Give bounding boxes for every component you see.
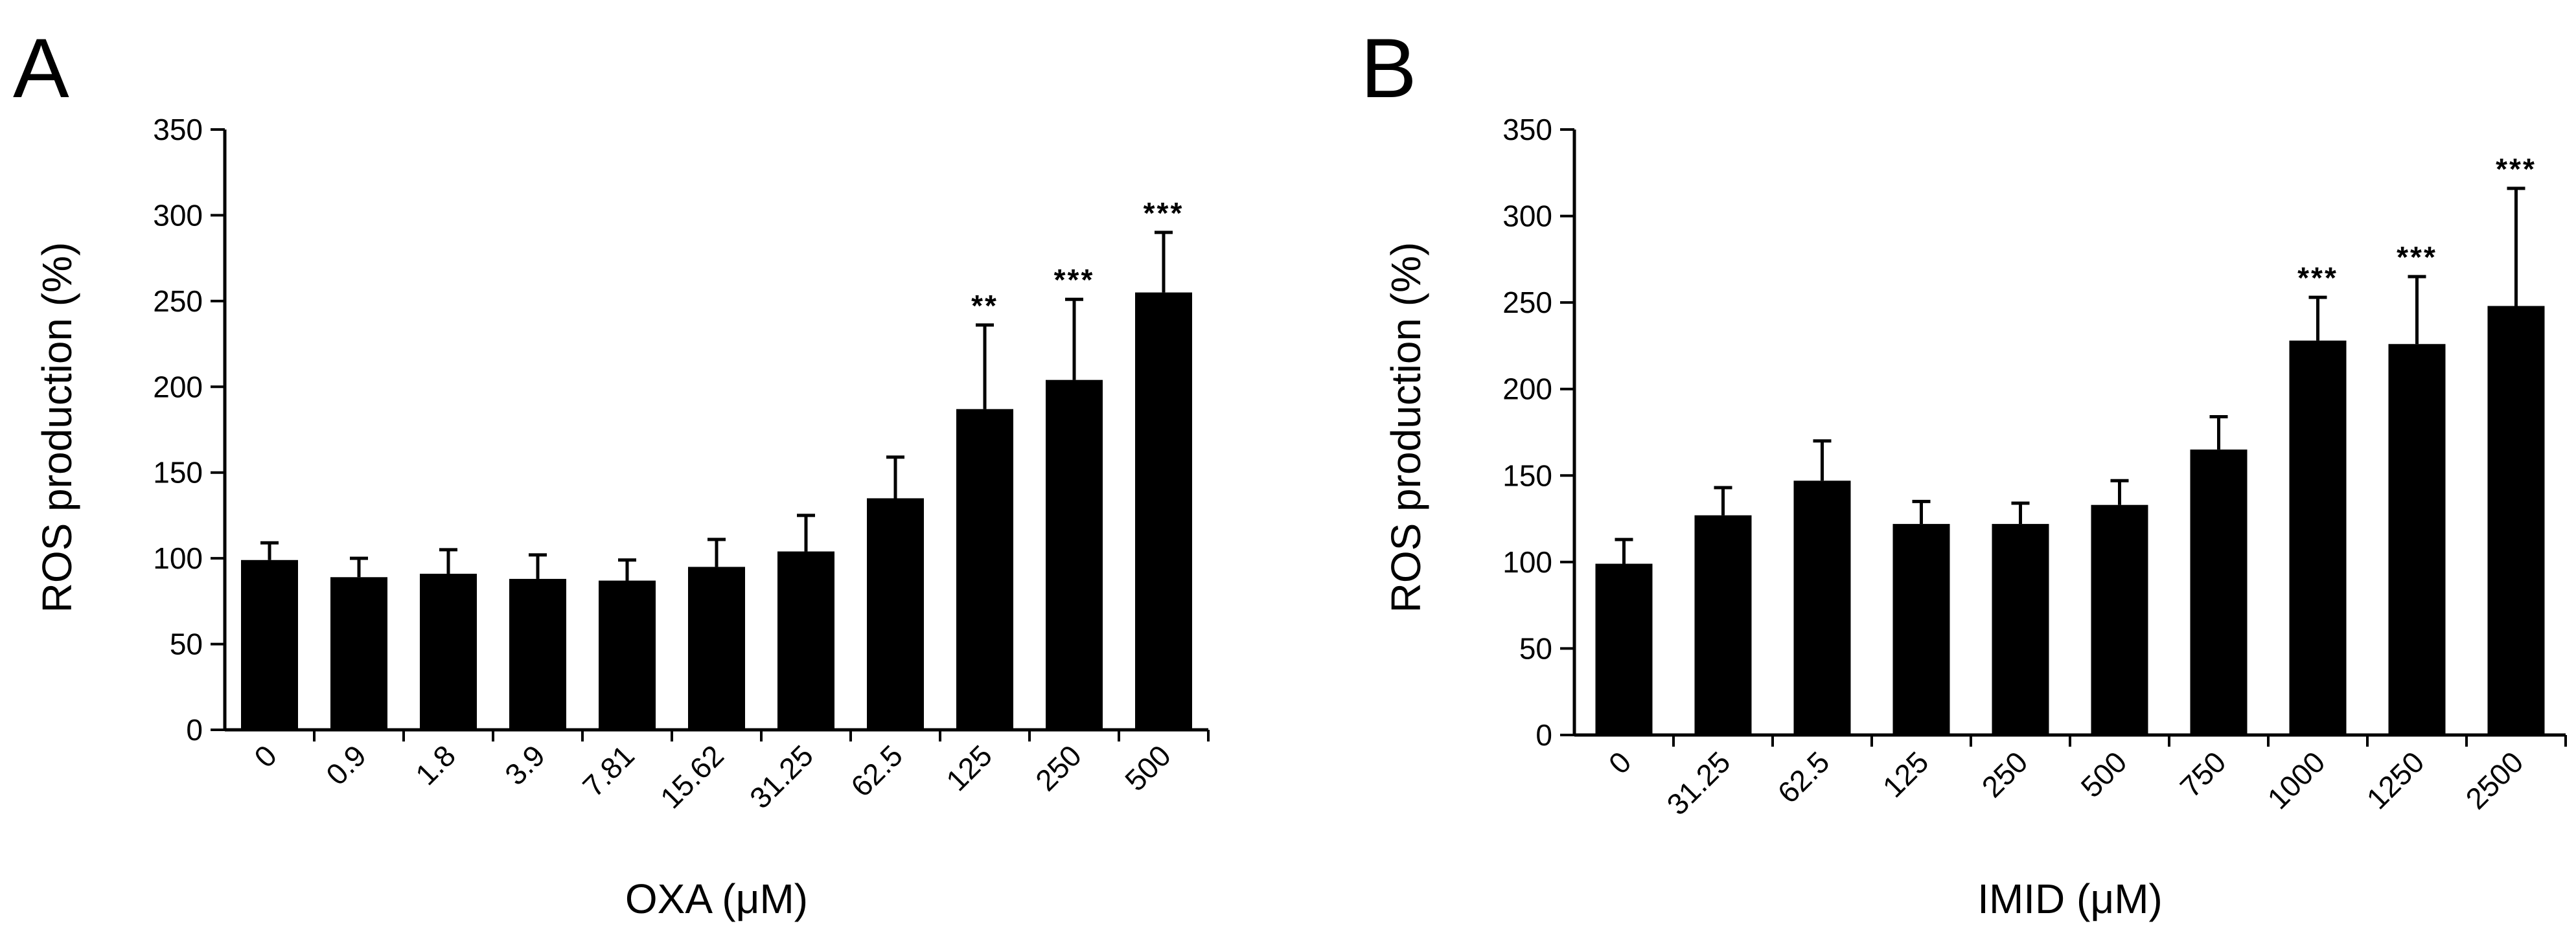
panel-a-y-tick-label: 150	[153, 456, 203, 490]
panel-a-bar	[777, 551, 834, 730]
panel-a-x-axis-title: OXA (μM)	[625, 876, 808, 922]
panel-b-y-tick-label: 250	[1502, 286, 1552, 319]
panel-b-significance: ***	[2297, 261, 2338, 295]
panel-b-x-axis-title: IMID (μM)	[1977, 876, 2163, 922]
panel-a-y-tick-label: 300	[153, 198, 203, 232]
panel-b-bar	[2091, 504, 2148, 735]
panel-b-x-tick-label: 1250	[2360, 745, 2430, 815]
panel-b-bar	[1694, 515, 1752, 735]
panel-a-bar	[241, 560, 298, 730]
panel-b-x-tick-label: 2500	[2459, 745, 2529, 815]
panel-b-x-tick-label: 750	[2174, 745, 2233, 804]
panel-b-y-tick-label: 200	[1502, 372, 1552, 406]
panel-b-x-tick-label: 1000	[2260, 745, 2331, 815]
panel-a-y-tick-label: 200	[153, 370, 203, 403]
panel-a-bar	[420, 573, 477, 730]
panel-a-significance: **	[971, 289, 998, 322]
panel-b-x-tick-label: 250	[1975, 745, 2034, 804]
panel-b-y-tick-label: 350	[1502, 113, 1552, 146]
panel-a-x-tick-label: 1.8	[409, 738, 462, 791]
panel-b-bar	[1793, 481, 1851, 735]
panel-a-x-tick-label: 15.62	[654, 738, 730, 815]
panel-b-y-tick-label: 300	[1502, 199, 1552, 233]
panel-a-y-tick-label: 350	[153, 113, 203, 146]
panel-a-bar	[956, 409, 1013, 730]
panel-b-significance: ***	[2496, 152, 2536, 186]
panel-b-x-tick-label: 0	[1602, 745, 1638, 780]
panel-b-y-tick-label: 100	[1502, 545, 1552, 579]
panel-a-x-tick-label: 62.5	[844, 738, 909, 803]
panel-a-x-tick-label: 500	[1118, 738, 1177, 797]
panel-b-y-tick-label: 150	[1502, 458, 1552, 492]
panel-b-significance: ***	[2397, 240, 2437, 274]
panel-a-bar	[867, 498, 924, 730]
panel-b-bar	[1595, 563, 1653, 735]
panel-b-bar	[2487, 306, 2545, 735]
panel-b-y-tick-label: 50	[1519, 631, 1552, 665]
panel-a-bar	[599, 580, 656, 730]
panel-a-y-tick-label: 50	[170, 628, 203, 661]
panel-a-y-axis-title: ROS production (%)	[34, 242, 80, 613]
panel-b-x-tick-label: 62.5	[1771, 745, 1835, 809]
panel-b-letter: B	[1361, 21, 1417, 115]
panel-b-x-tick-label: 500	[2075, 745, 2133, 804]
panel-b-bar	[2388, 344, 2446, 735]
panel-a-y-tick-label: 0	[186, 713, 203, 747]
panel-a-bar	[688, 567, 745, 730]
panel-a-bar	[330, 577, 387, 730]
panel-a-bar	[1135, 292, 1192, 730]
panel-a-y-tick-label: 100	[153, 541, 203, 575]
panel-b-y-axis-title: ROS production (%)	[1383, 242, 1429, 613]
panel-a-x-tick-label: 31.25	[743, 738, 820, 815]
panel-b-bar	[1892, 524, 1950, 735]
panel-a-y-tick-label: 250	[153, 284, 203, 318]
panel-a-x-tick-label: 250	[1029, 738, 1088, 797]
panel-a-x-tick-label: 0	[247, 738, 283, 774]
panel-a-chart: A 0 50 100 150 200 250 300 350 ROS production (%…	[13, 21, 1210, 922]
panel-a-x-tick-label: 3.9	[498, 738, 551, 791]
panel-b-chart: B 0 50 100 150 200 250 300 350 ROS production (%…	[1361, 21, 2567, 922]
panel-b-x-tick-label: 31.25	[1660, 745, 1736, 821]
panel-b-bar	[1992, 524, 2049, 735]
panel-a-x-tick-label: 0.9	[319, 738, 373, 791]
panel-b-bar	[2289, 340, 2347, 735]
panel-a-x-tick-label: 7.81	[576, 738, 641, 803]
panel-a-bar	[1046, 379, 1103, 730]
panel-a-letter: A	[13, 21, 69, 115]
panel-a-significance: ***	[1054, 263, 1095, 297]
panel-b-bar	[2190, 449, 2248, 735]
panel-b-x-tick-label: 125	[1876, 745, 1935, 804]
panel-a-x-tick-label: 125	[939, 738, 998, 797]
panel-a-bar	[509, 578, 566, 730]
panel-b-y-tick-label: 0	[1535, 718, 1552, 752]
panel-a-significance: ***	[1144, 196, 1184, 230]
